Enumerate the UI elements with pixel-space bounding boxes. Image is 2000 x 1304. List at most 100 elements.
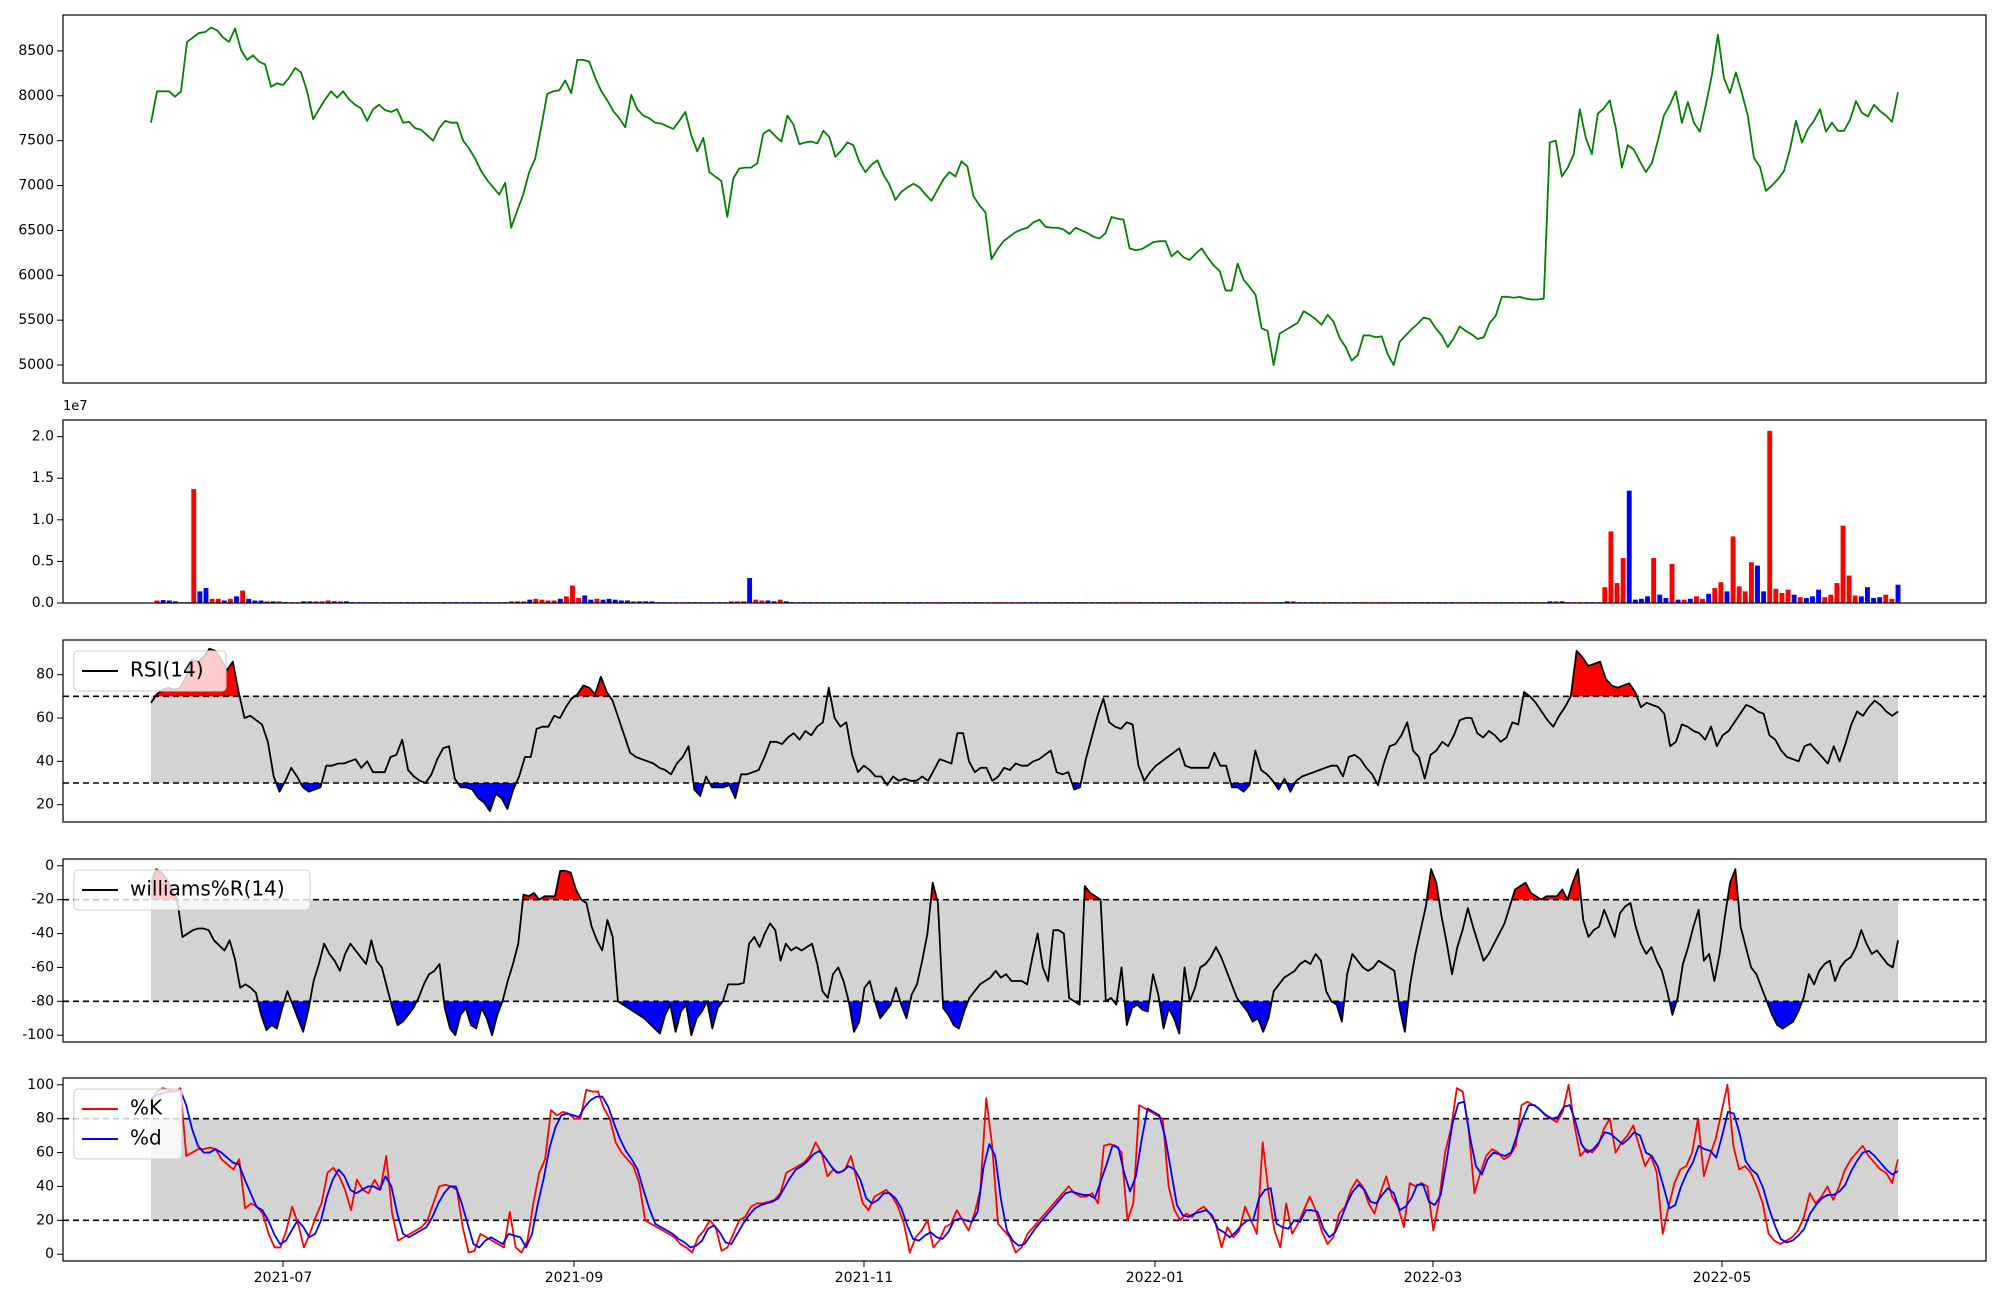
y-tick-label: 7500	[18, 133, 54, 149]
volume-bar	[240, 591, 245, 603]
volume-bar	[1877, 597, 1882, 603]
volume-bar	[582, 596, 587, 603]
volume-bar	[1737, 586, 1742, 603]
y-tick-label: 6000	[18, 267, 54, 283]
volume-bar	[570, 586, 575, 603]
volume-bar	[1773, 589, 1778, 603]
volume-bar	[1761, 591, 1766, 603]
volume-bar	[234, 596, 239, 603]
y-tick-label: -40	[31, 926, 54, 942]
volume-bar	[197, 591, 202, 603]
volume-bar	[1706, 594, 1711, 603]
volume-bar	[210, 599, 215, 603]
y-tick-label: 80	[36, 667, 54, 683]
y-tick-label: 80	[36, 1111, 54, 1127]
volume-bar	[1743, 591, 1748, 603]
volume-bar	[533, 599, 538, 603]
volume-bar	[1853, 596, 1858, 603]
y-tick-label: 8500	[18, 43, 54, 59]
y-tick-label: 8000	[18, 88, 54, 104]
volume-bar	[558, 599, 563, 603]
y-tick-label: 5500	[18, 312, 54, 328]
volume-bar	[1608, 531, 1613, 603]
y-tick-label: -80	[31, 993, 54, 1009]
volume-bar	[1767, 431, 1772, 603]
price-line	[151, 28, 1898, 365]
volume-bar	[191, 489, 196, 603]
y-tick-label: 1.0	[32, 512, 54, 528]
volume-bar	[1670, 564, 1675, 603]
x-tick-label: 2022-01	[1126, 1270, 1185, 1286]
oversold-fill	[943, 1001, 968, 1028]
volume-bar	[228, 599, 233, 603]
volume-bar	[1847, 576, 1852, 603]
y-tick-label: 7000	[18, 178, 54, 194]
x-tick-label: 2021-11	[835, 1270, 894, 1286]
volume-bar	[1621, 558, 1626, 603]
y-tick-label: 6500	[18, 222, 54, 238]
y-tick-label: 0.5	[32, 553, 54, 569]
y-tick-label: 1.5	[32, 470, 54, 486]
y-tick-label: 40	[36, 753, 54, 769]
y-tick-label: -20	[31, 892, 54, 908]
volume-bar	[1651, 558, 1656, 603]
volume-bar	[1896, 585, 1901, 603]
y-tick-label: 0	[45, 858, 54, 874]
volume-bar	[1602, 587, 1607, 603]
volume-bar	[1755, 566, 1760, 603]
y-tick-label: -60	[31, 959, 54, 975]
volume-bar	[1786, 590, 1791, 603]
volume-bar	[1810, 596, 1815, 603]
volume-bar	[607, 599, 612, 603]
volume-bar	[747, 578, 752, 603]
volume-bar	[576, 598, 581, 603]
volume-bar	[1718, 582, 1723, 603]
volume-bar	[1816, 590, 1821, 603]
y-tick-label: 20	[36, 1212, 54, 1228]
legend-label: RSI(14)	[130, 658, 204, 682]
legend-label: %K	[130, 1096, 163, 1120]
y-tick-label: 0	[45, 1246, 54, 1262]
x-tick-label: 2022-05	[1693, 1270, 1752, 1286]
volume-bar	[1865, 587, 1870, 603]
volume-bar	[216, 599, 221, 603]
y-tick-label: 5000	[18, 357, 54, 373]
y-tick-label: 100	[27, 1077, 54, 1093]
volume-bar	[1798, 597, 1803, 603]
legend-label: williams%R(14)	[130, 877, 285, 901]
y-tick-label: 2.0	[32, 429, 54, 445]
x-tick-label: 2022-03	[1404, 1270, 1463, 1286]
volume-bar	[1804, 598, 1809, 603]
volume-scale-label: 1e7	[63, 399, 88, 414]
y-tick-label: 0.0	[32, 595, 54, 611]
volume-bar	[1780, 593, 1785, 603]
volume-bar	[1663, 598, 1668, 603]
volume-bar	[1645, 596, 1650, 603]
volume-bar	[1828, 595, 1833, 603]
volume-bar	[1615, 583, 1620, 603]
price-axes-frame	[63, 15, 1986, 383]
rsi-panel: 20 40 60 80 RSI(14)	[36, 649, 1986, 813]
volume-bar	[1639, 599, 1644, 603]
y-tick-label: 60	[36, 1145, 54, 1161]
volume-bar	[204, 588, 209, 603]
volume-bar	[1731, 536, 1736, 603]
price-panel: 5000 5500 6000 6500 7000 7500 8000 8500	[18, 28, 1898, 373]
y-tick-label: 20	[36, 797, 54, 813]
volume-bar	[1889, 599, 1894, 603]
volume-bar	[1834, 583, 1839, 603]
volume-bar	[1859, 596, 1864, 603]
oversold-fill	[1240, 1001, 1272, 1031]
volume-bar	[1871, 598, 1876, 603]
volume-bar	[1688, 599, 1693, 603]
y-tick-label: 40	[36, 1178, 54, 1194]
volume-bar	[1657, 595, 1662, 603]
y-tick-label: 60	[36, 710, 54, 726]
volume-bar	[1749, 562, 1754, 603]
volume-axes-frame	[63, 420, 1986, 603]
volume-bar	[1822, 597, 1827, 603]
x-tick-label: 2021-07	[254, 1270, 313, 1286]
